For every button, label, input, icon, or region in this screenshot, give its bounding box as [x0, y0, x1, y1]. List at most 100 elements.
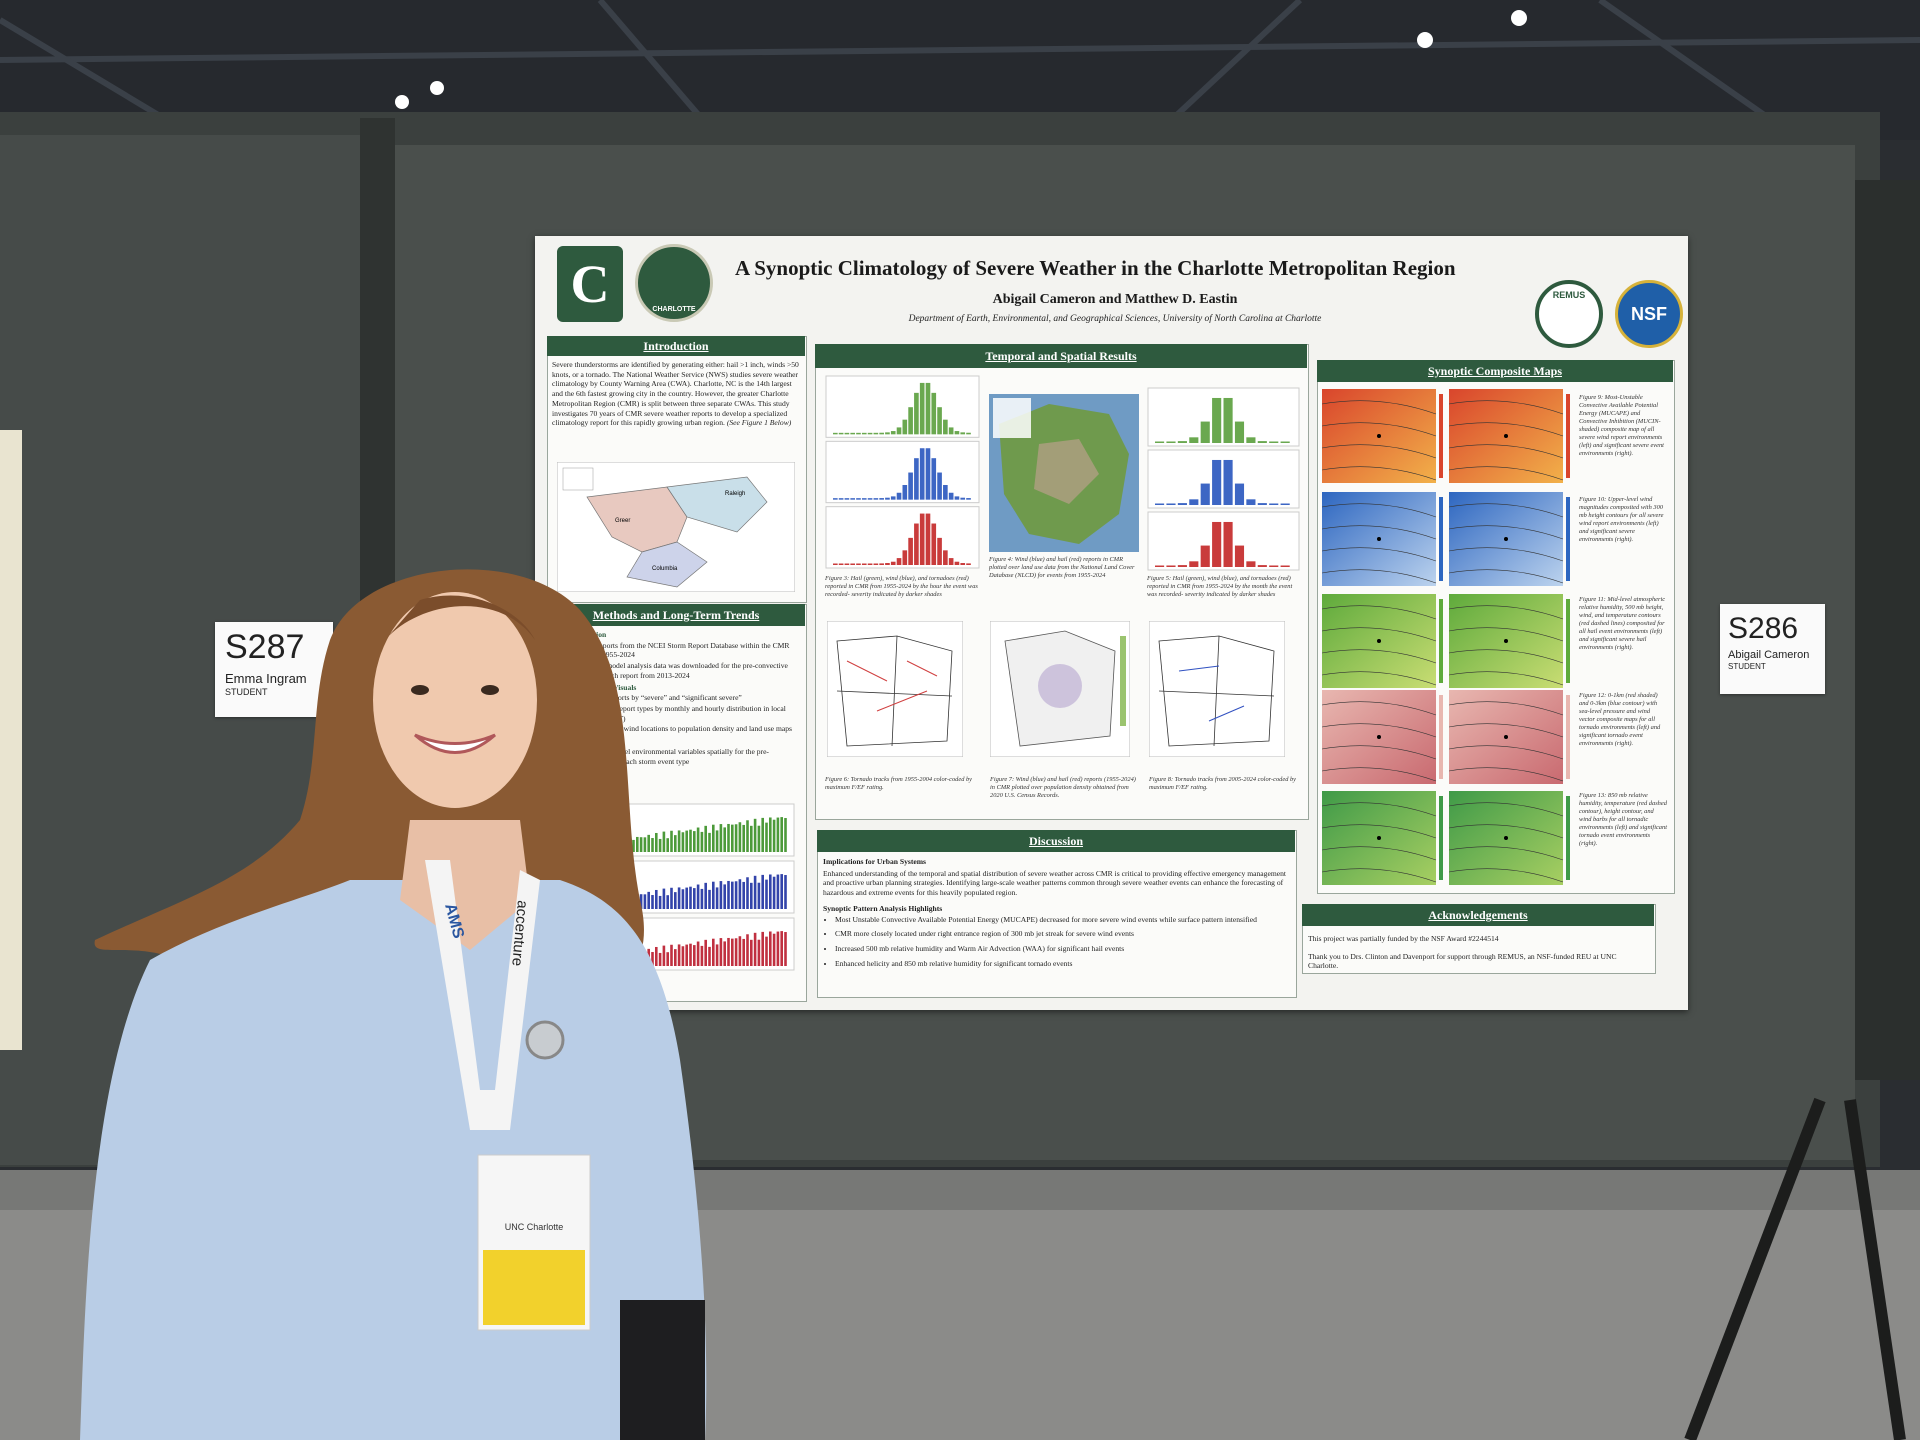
lanyard	[425, 860, 540, 1130]
histogram-bar	[937, 407, 942, 435]
figure-caption: Figure 5: Hail (green), wind (blue), and…	[1147, 575, 1293, 598]
timeseries-bar	[757, 882, 761, 909]
timeseries-bar	[719, 824, 723, 852]
bullet: Increased 500 mb relative humidity and W…	[835, 944, 1289, 954]
discussion-panel	[817, 830, 1297, 998]
bullet: Most Unstable Convective Available Poten…	[835, 915, 1289, 925]
location-dot	[1377, 735, 1381, 739]
timeseries-bar	[738, 936, 742, 966]
histogram-bar	[833, 498, 838, 500]
histogram-bar	[948, 492, 954, 500]
bullet-list: Averaged RAP model environmental variabl…	[552, 747, 800, 766]
timeseries-bar	[636, 836, 639, 852]
histogram-bar	[873, 432, 879, 435]
bullet: Compared hail and wind locations to popu…	[564, 724, 800, 734]
histogram-bar	[960, 432, 966, 435]
histogram-bar	[896, 492, 902, 500]
histogram-bar	[1246, 561, 1256, 567]
sweater	[80, 880, 707, 1440]
contour	[1321, 802, 1437, 817]
histogram-bar	[1177, 441, 1187, 443]
histogram-bar	[931, 523, 937, 565]
timeseries-bar	[658, 838, 662, 852]
timeseries-bar	[655, 889, 658, 909]
face	[373, 592, 537, 808]
section-heading: Methods and Long-Term Trends	[547, 604, 805, 626]
eye	[411, 685, 429, 695]
histogram-bar	[908, 472, 913, 500]
histogram-bar	[1257, 441, 1267, 443]
figure-caption: Figure 13: 850 mb relative humidity, tem…	[1579, 792, 1667, 847]
colorbar	[1439, 695, 1443, 779]
timeseries-bar	[712, 938, 715, 966]
timeseries-bar	[708, 946, 711, 966]
poster-authors: Abigail Cameron and Matthew D. Eastin	[992, 292, 1238, 307]
bullet: CMR more closely located under right ent…	[835, 929, 1289, 939]
department-seal: CHARLOTTE	[635, 244, 713, 322]
histogram-bar	[856, 432, 861, 435]
timeseries-bar	[769, 817, 772, 852]
figure-6-map	[827, 621, 963, 757]
timeseries-bar	[677, 887, 681, 909]
timeseries-bar	[765, 822, 768, 852]
contour	[1448, 547, 1564, 562]
histogram-bar	[844, 498, 850, 500]
histogram-bar	[1166, 565, 1176, 567]
location-dot	[1377, 639, 1381, 643]
contour	[1321, 701, 1437, 716]
poster-title: A Synoptic Climatology of Severe Weather…	[735, 256, 1456, 280]
timeseries-bar	[731, 938, 734, 966]
histogram-bar	[1177, 503, 1187, 505]
histogram-bar	[873, 563, 879, 565]
booth-number: S287	[225, 628, 305, 666]
contour	[1448, 503, 1564, 518]
histogram-bar	[1155, 565, 1165, 567]
histogram-bar	[943, 485, 948, 500]
timeseries-bar	[723, 884, 726, 909]
timeseries-bar	[700, 945, 704, 966]
smile	[414, 733, 496, 754]
histogram-bar	[966, 432, 971, 435]
histogram-bar	[833, 432, 838, 435]
histogram-bar	[844, 563, 850, 565]
pants	[620, 1300, 705, 1440]
figure-caption: Figure 10: Upper-level wind magnitudes c…	[1579, 496, 1664, 543]
bullet: Enhanced helicity and 850 mb relative hu…	[835, 959, 1289, 969]
histogram-bar	[902, 550, 908, 565]
timeseries-bar	[765, 879, 768, 909]
section-heading: Acknowledgements	[1302, 904, 1654, 926]
histogram-bar	[885, 497, 890, 500]
timeseries-bar	[651, 895, 654, 909]
poster-affiliation: Department of Earth, Environmental, and …	[908, 314, 1322, 324]
timeseries-bar	[750, 882, 753, 909]
contour	[1448, 444, 1564, 459]
timeseries-bar	[734, 824, 738, 852]
timeseries-bar	[681, 946, 685, 966]
timeseries-bar	[632, 839, 635, 852]
timeseries-bar	[655, 832, 658, 852]
timeseries-bar	[750, 825, 753, 852]
figure-4-map	[989, 394, 1139, 552]
histogram-bar	[1280, 565, 1290, 567]
histogram-bar	[914, 523, 919, 565]
contour	[1321, 605, 1437, 620]
histogram-bar	[1246, 437, 1256, 443]
colorbar	[1439, 796, 1443, 880]
histogram-bar	[879, 432, 884, 435]
histogram-bar	[1166, 503, 1176, 505]
timeseries-bar	[708, 889, 711, 909]
figure-5	[1147, 386, 1300, 572]
histogram-bar	[925, 382, 931, 435]
location-dot	[1504, 836, 1508, 840]
timeseries-bar	[696, 884, 700, 909]
cwa-map: Greer Raleigh Columbia	[557, 462, 795, 592]
figure-caption: Figure 3: Hail (green), wind (blue), and…	[825, 575, 978, 598]
timeseries-bar	[662, 831, 666, 852]
histogram-bar	[890, 496, 896, 500]
timeseries-bar	[761, 817, 764, 852]
histogram-bar	[850, 563, 856, 565]
histogram-bar	[1246, 499, 1256, 505]
timeseries-bar	[753, 818, 757, 852]
contour	[1448, 525, 1564, 540]
histogram-bar	[1177, 565, 1187, 567]
